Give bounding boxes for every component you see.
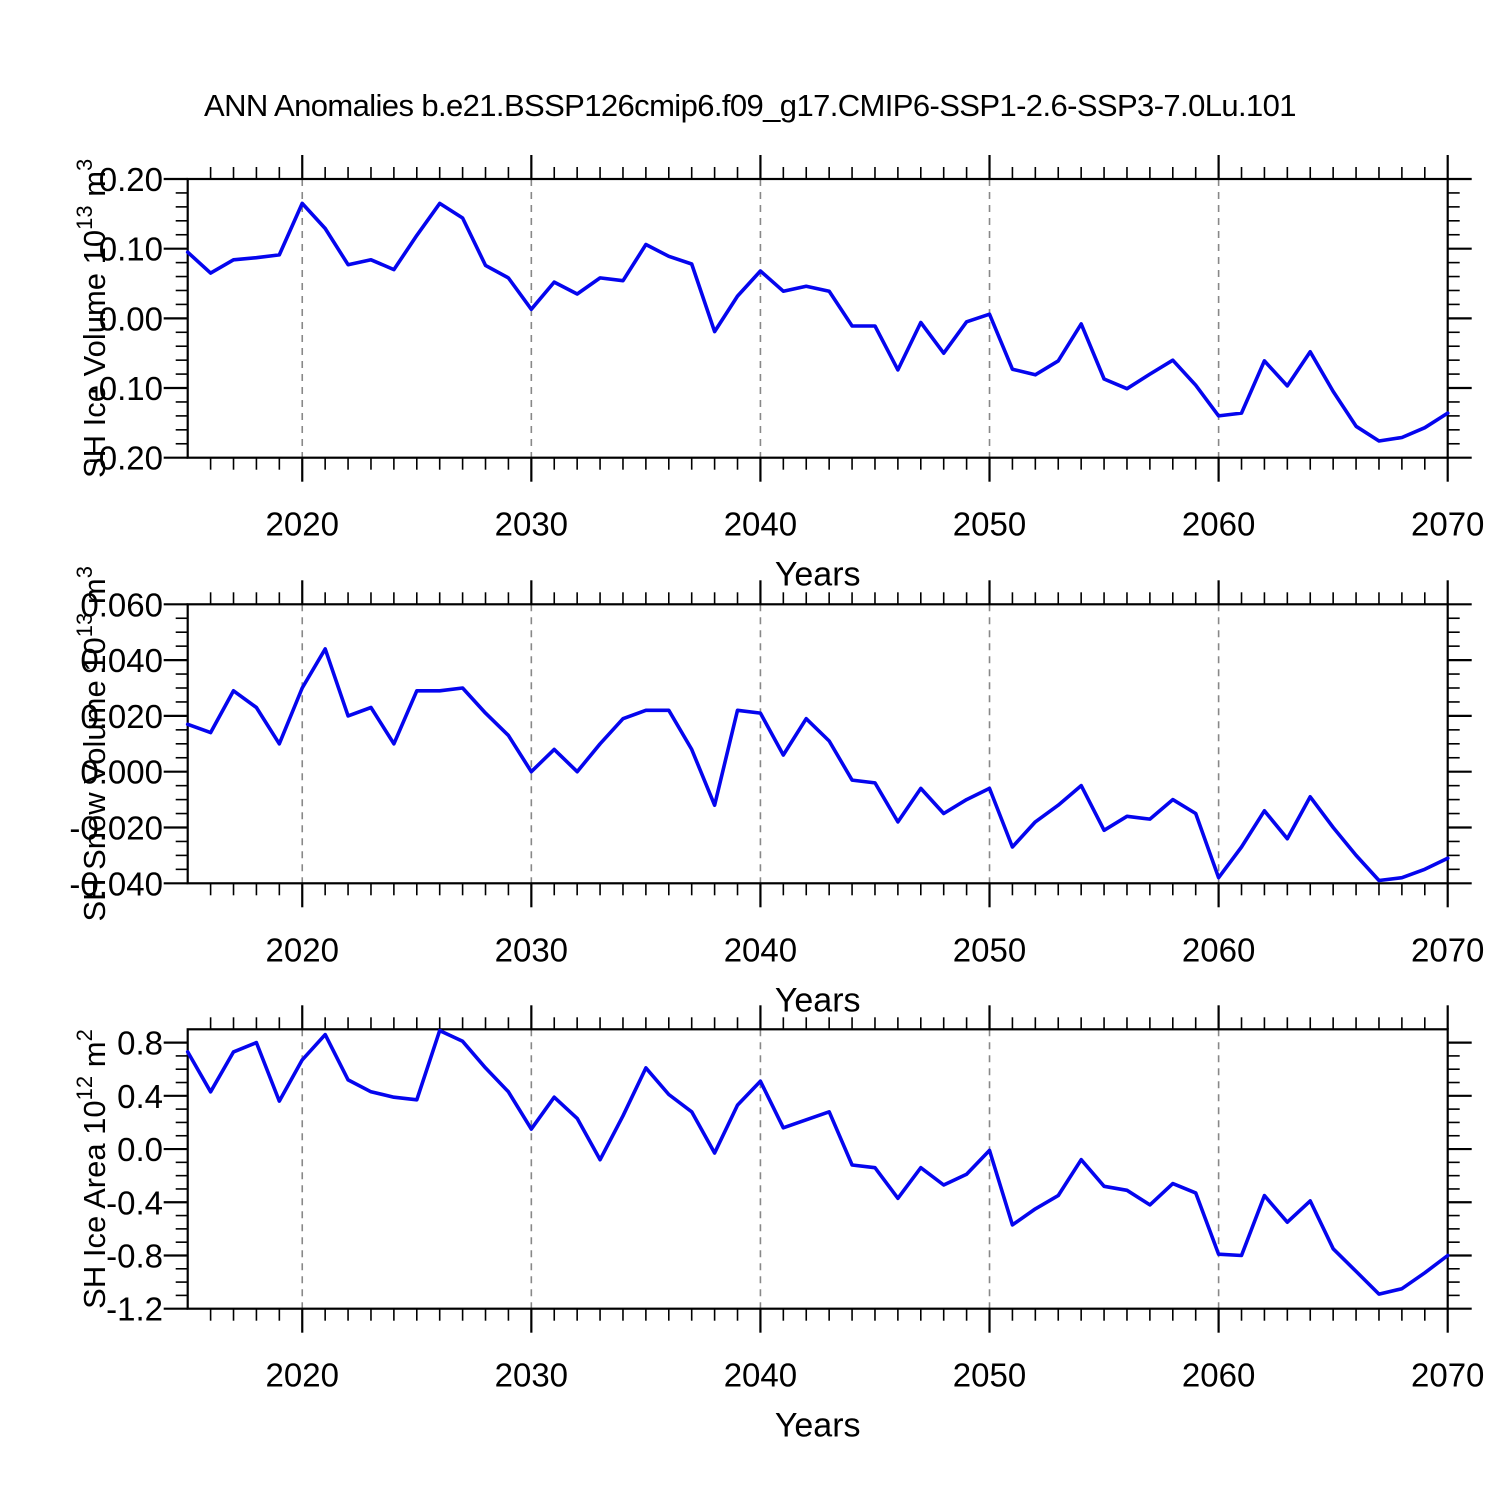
panel-sh-ice-volume: 0.20 0.10 0.00 -0.10 -0.20 2020 2030 2040 2050 20… <box>72 155 1484 594</box>
x-axis-title: Years <box>775 1407 861 1445</box>
y-tick-label: 0.20 <box>99 161 163 198</box>
x-axis-title: Years <box>775 981 861 1019</box>
panel-box <box>186 177 1449 459</box>
y-tick-label: 0.000 <box>80 754 163 791</box>
x-tick-label: 2060 <box>1182 931 1255 968</box>
panel-sh-ice-area: 0.8 0.4 0.0 -0.4 -0.8 -1.2 2020 2030 2040 2050 206… <box>72 1005 1484 1445</box>
x-tick-label: 2040 <box>724 1357 797 1394</box>
y-tick-label: -0.10 <box>88 370 163 407</box>
y-tick-label: -0.20 <box>88 440 163 477</box>
x-tick-label: 2030 <box>495 1357 568 1394</box>
y-tick-label: 0.10 <box>99 231 163 268</box>
x-tick-label: 2020 <box>266 506 339 543</box>
x-tick-label: 2050 <box>953 931 1026 968</box>
x-tick-label: 2050 <box>953 1357 1026 1394</box>
x-tick-label: 2040 <box>724 506 797 543</box>
x-tick-label: 2050 <box>953 506 1026 543</box>
series-line <box>185 647 1450 883</box>
series-line <box>185 201 1450 443</box>
x-tick-label: 2030 <box>495 506 568 543</box>
y-tick-label: -1.2 <box>106 1291 163 1328</box>
x-tick-label: 2030 <box>495 931 568 968</box>
x-tick-label: 2070 <box>1411 931 1484 968</box>
x-tick-label: 2060 <box>1182 1357 1255 1394</box>
y-tick-label: 0.0 <box>117 1131 163 1168</box>
y-tick-label: -0.8 <box>106 1237 163 1274</box>
y-axis-title: SH Ice Area 1012 m2 <box>72 1029 112 1309</box>
y-tick-label: 0.00 <box>99 300 163 337</box>
series-line <box>185 1028 1450 1296</box>
x-axis-title: Years <box>775 556 861 594</box>
y-axis-title: SH Ice Volume 1013 m3 <box>72 159 112 478</box>
x-tick-label: 2040 <box>724 931 797 968</box>
x-tick-label: 2020 <box>266 1357 339 1394</box>
y-axis-title: SH Snow Volume 1013 m3 <box>72 566 112 922</box>
y-tick-label: -0.040 <box>69 865 163 902</box>
x-tick-label: 2060 <box>1182 506 1255 543</box>
x-tick-label: 2070 <box>1411 1357 1484 1394</box>
panel-sh-snow-volume: 0.060 0.040 0.020 0.000 -0.020 -0.040 2020 2030… <box>69 566 1484 1019</box>
y-tick-label: 0.4 <box>117 1078 163 1115</box>
y-tick-label: 0.040 <box>80 642 163 679</box>
y-tick-label: 0.060 <box>80 586 163 623</box>
chart-title: ANN Anomalies b.e21.BSSP126cmip6.f09_g17… <box>204 88 1296 123</box>
y-tick-label: -0.020 <box>69 810 163 847</box>
panel-box <box>186 1028 1449 1310</box>
y-tick-label: 0.020 <box>80 698 163 735</box>
y-tick-label: 0.8 <box>117 1025 163 1062</box>
x-tick-label: 2070 <box>1411 506 1484 543</box>
panel-box <box>186 603 1449 885</box>
y-tick-label: -0.4 <box>106 1184 163 1221</box>
x-tick-label: 2020 <box>266 931 339 968</box>
